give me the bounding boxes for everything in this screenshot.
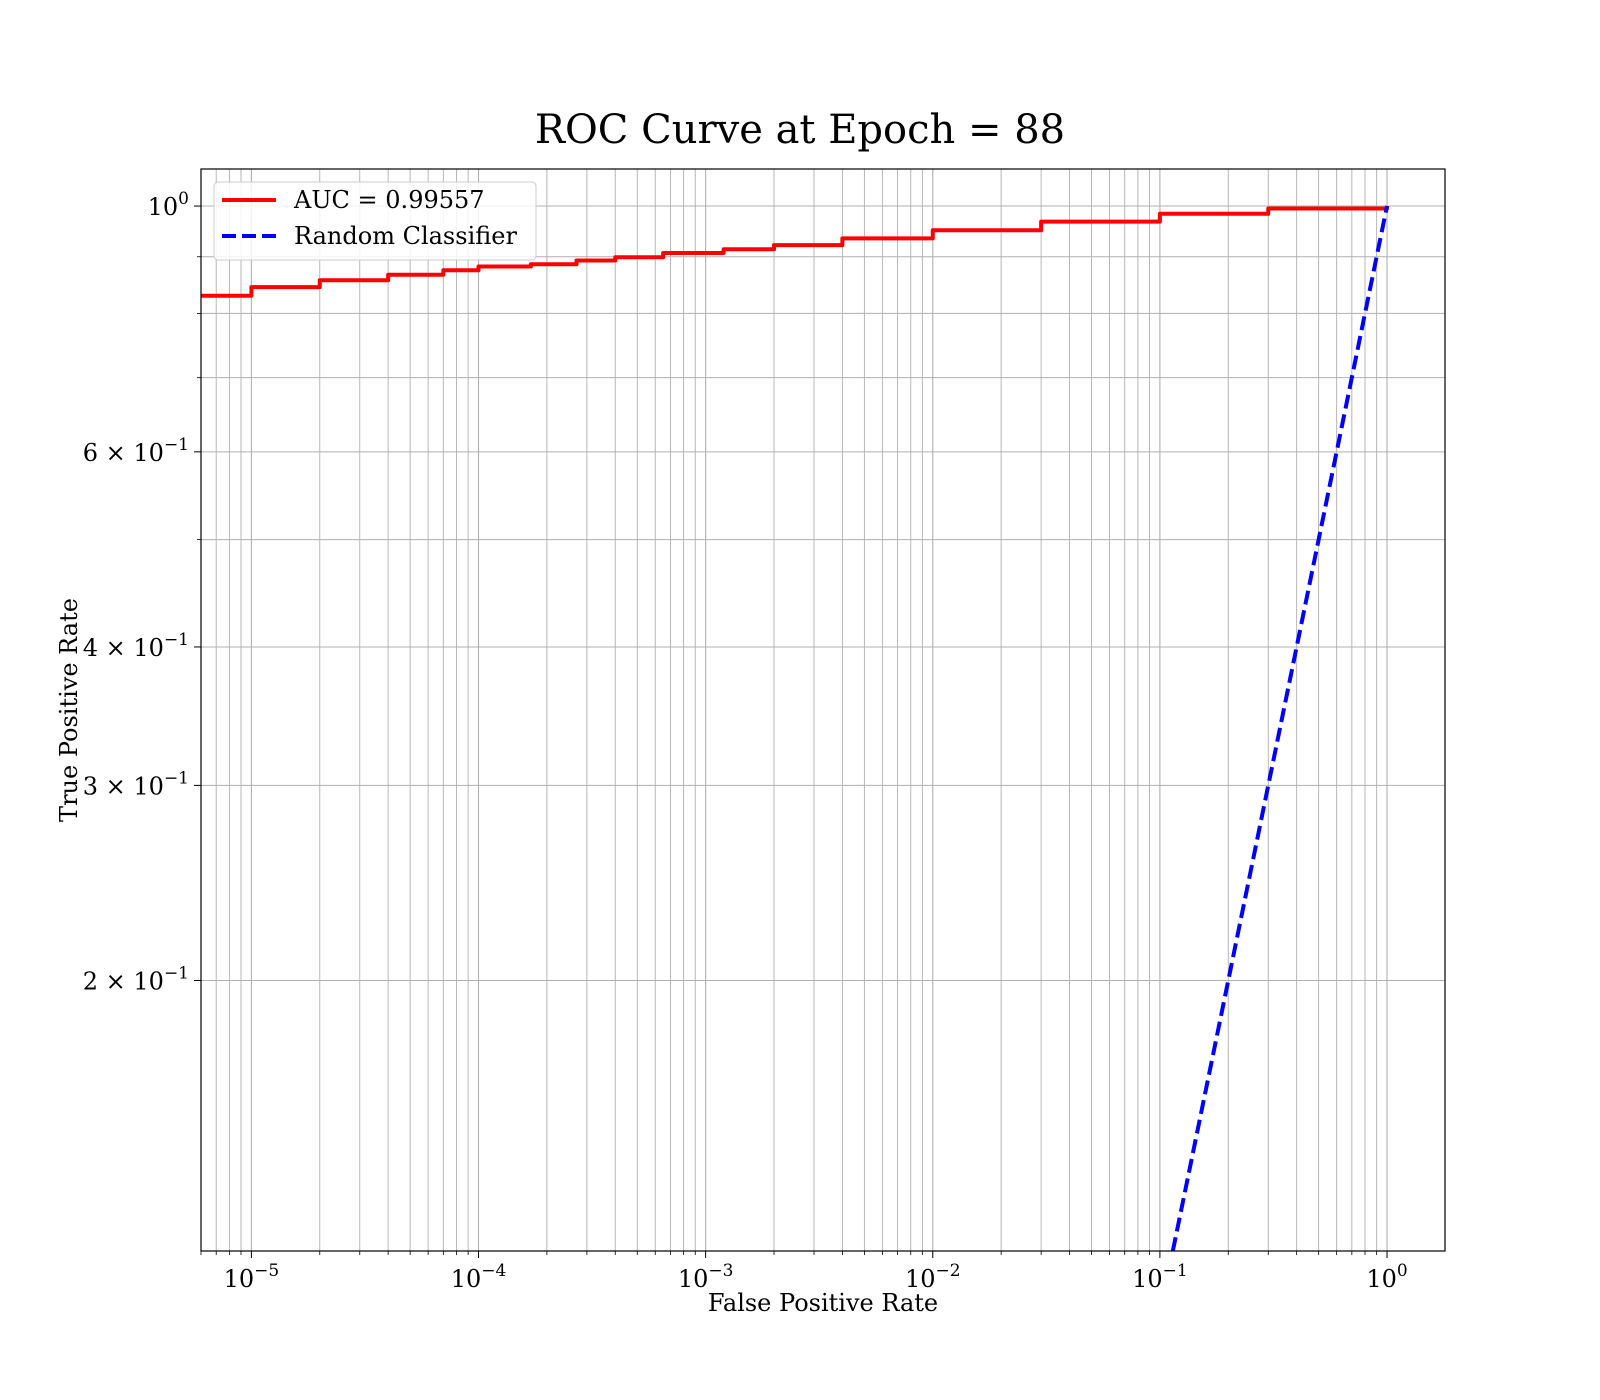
legend: AUC = 0.99557 Random Classifier	[213, 181, 537, 261]
x-axis-ticks: 10−5 10−4 10−3 10−2 10−1 100	[200, 1251, 1408, 1293]
y-tick-label: 6 × 10−1	[83, 435, 189, 467]
y-tick-label: 4 × 10−1	[83, 630, 189, 662]
x-tick-label: 10−3	[678, 1261, 734, 1293]
roc-curve-line	[201, 206, 1390, 298]
plot-frame	[200, 168, 1446, 1252]
x-axis-label: False Positive Rate	[708, 1289, 938, 1317]
x-tick-label: 100	[1366, 1261, 1407, 1293]
y-axis-label: True Positive Rate	[55, 598, 83, 822]
y-tick-label: 100	[148, 189, 189, 221]
y-tick-label: 3 × 10−1	[83, 768, 189, 800]
legend-box	[213, 181, 537, 261]
y-axis-ticks: 100 6 × 10−1 4 × 10−1 3 × 10−1 2 × 10−1	[83, 189, 201, 996]
y-tick-label: 2 × 10−1	[83, 964, 189, 996]
grid-major	[250, 169, 1388, 1251]
x-tick-label: 10−5	[224, 1261, 280, 1293]
random-classifier-line	[1170, 205, 1389, 1252]
x-tick-label: 10−1	[1132, 1261, 1188, 1293]
legend-label-random: Random Classifier	[294, 222, 517, 250]
grid-minor	[200, 169, 1445, 1251]
x-tick-label: 10−4	[451, 1261, 507, 1293]
x-tick-label: 10−2	[905, 1261, 961, 1293]
series-layer	[201, 205, 1390, 1252]
chart-title: ROC Curve at Epoch = 88	[535, 107, 1065, 153]
legend-label-auc: AUC = 0.99557	[293, 186, 485, 214]
